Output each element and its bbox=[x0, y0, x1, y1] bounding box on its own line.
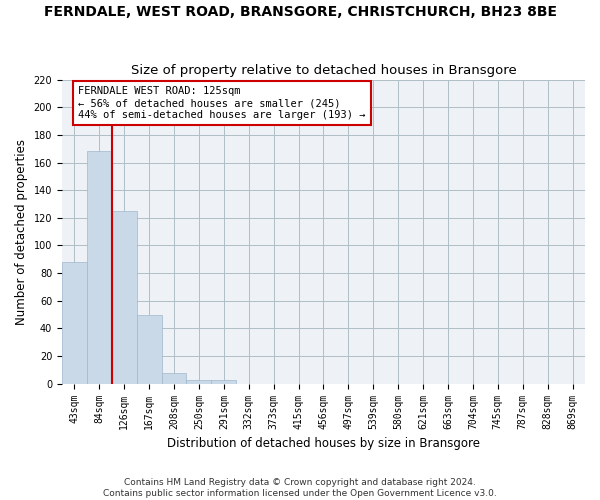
Text: Contains HM Land Registry data © Crown copyright and database right 2024.
Contai: Contains HM Land Registry data © Crown c… bbox=[103, 478, 497, 498]
Bar bbox=[62, 262, 87, 384]
Bar bbox=[161, 372, 187, 384]
Title: Size of property relative to detached houses in Bransgore: Size of property relative to detached ho… bbox=[131, 64, 517, 77]
Bar bbox=[87, 152, 112, 384]
X-axis label: Distribution of detached houses by size in Bransgore: Distribution of detached houses by size … bbox=[167, 437, 480, 450]
Bar bbox=[187, 380, 211, 384]
Text: FERNDALE, WEST ROAD, BRANSGORE, CHRISTCHURCH, BH23 8BE: FERNDALE, WEST ROAD, BRANSGORE, CHRISTCH… bbox=[44, 5, 557, 19]
Y-axis label: Number of detached properties: Number of detached properties bbox=[15, 138, 28, 324]
Bar bbox=[112, 211, 137, 384]
Text: FERNDALE WEST ROAD: 125sqm
← 56% of detached houses are smaller (245)
44% of sem: FERNDALE WEST ROAD: 125sqm ← 56% of deta… bbox=[78, 86, 365, 120]
Bar bbox=[137, 314, 161, 384]
Bar bbox=[211, 380, 236, 384]
